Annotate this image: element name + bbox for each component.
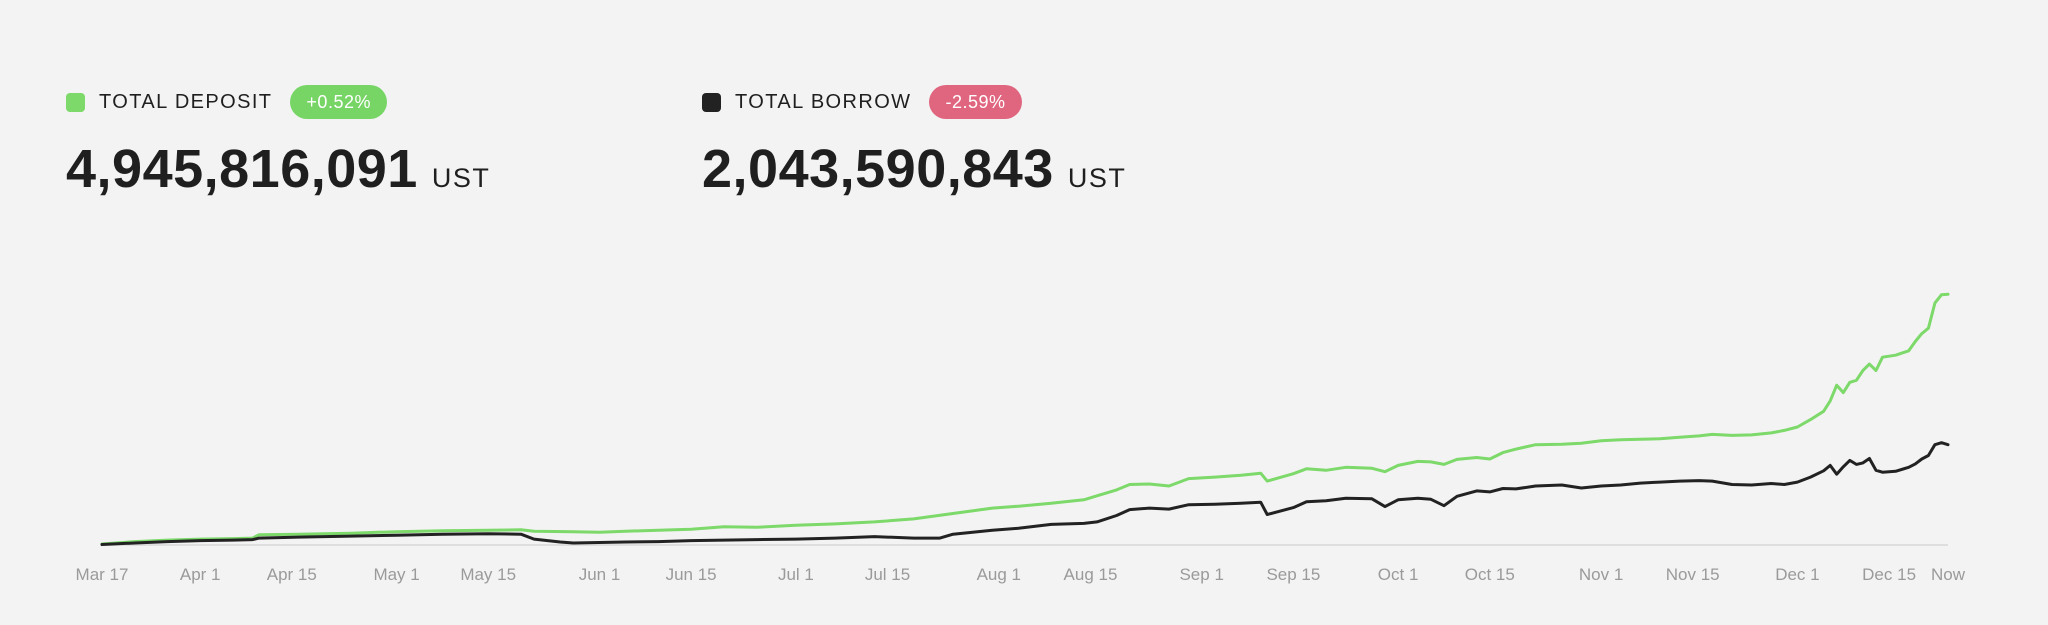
x-tick-label: Nov 15 <box>1666 565 1720 584</box>
x-tick-label: Sep 15 <box>1266 565 1320 584</box>
borrow-legend-swatch <box>702 92 721 112</box>
total-deposit-value: 4,945,816,091 <box>66 139 418 199</box>
total-deposit-value-row: 4,945,816,091 UST <box>66 138 490 200</box>
stats-header: TOTAL DEPOSIT +0.52% 4,945,816,091 UST T… <box>66 84 1982 214</box>
x-tick-label: Aug 15 <box>1064 565 1118 584</box>
total-borrow-series-line <box>100 441 1950 546</box>
total-deposit-unit: UST <box>431 163 491 193</box>
x-tick-label: Oct 1 <box>1378 565 1419 584</box>
x-tick-label: Jul 1 <box>778 565 814 584</box>
x-tick-label: Sep 1 <box>1179 565 1223 584</box>
total-borrow-label: TOTAL BORROW <box>735 90 912 113</box>
x-tick-label: Nov 1 <box>1579 565 1623 584</box>
x-tick-label: Now <box>1931 565 1966 584</box>
x-tick-label: May 1 <box>373 565 419 584</box>
total-borrow-stat: TOTAL BORROW -2.59% 2,043,590,843 UST <box>702 84 1126 200</box>
x-tick-label: Jul 15 <box>865 565 910 584</box>
x-tick-label: Dec 1 <box>1775 565 1819 584</box>
total-deposit-series-line <box>100 292 1950 546</box>
x-tick-label: Dec 15 <box>1862 565 1916 584</box>
total-borrow-value: 2,043,590,843 <box>702 139 1054 199</box>
total-deposit-header: TOTAL DEPOSIT +0.52% <box>66 84 490 120</box>
x-tick-label: Jun 1 <box>579 565 621 584</box>
borrow-change-badge: -2.59% <box>929 85 1022 119</box>
total-borrow-unit: UST <box>1067 163 1127 193</box>
x-axis-ticks: Mar 17 Apr 1 Apr 15 May 1 May 15 Jun 1 Jun 15 J… <box>76 565 1966 584</box>
series-layer <box>100 292 1950 546</box>
total-borrow-header: TOTAL BORROW -2.59% <box>702 84 1126 120</box>
x-tick-label: May 15 <box>460 565 516 584</box>
x-tick-label: Jun 15 <box>666 565 717 584</box>
total-borrow-value-row: 2,043,590,843 UST <box>702 138 1126 200</box>
x-tick-label: Apr 1 <box>180 565 221 584</box>
x-tick-label: Oct 15 <box>1465 565 1515 584</box>
x-tick-label: Mar 17 <box>76 565 129 584</box>
total-deposit-stat: TOTAL DEPOSIT +0.52% 4,945,816,091 UST <box>66 84 490 200</box>
deposit-legend-swatch <box>66 92 85 112</box>
x-tick-label: Apr 15 <box>267 565 317 584</box>
total-deposit-label: TOTAL DEPOSIT <box>99 90 273 113</box>
x-tick-label: Aug 1 <box>977 565 1021 584</box>
deposit-change-badge: +0.52% <box>290 85 387 119</box>
